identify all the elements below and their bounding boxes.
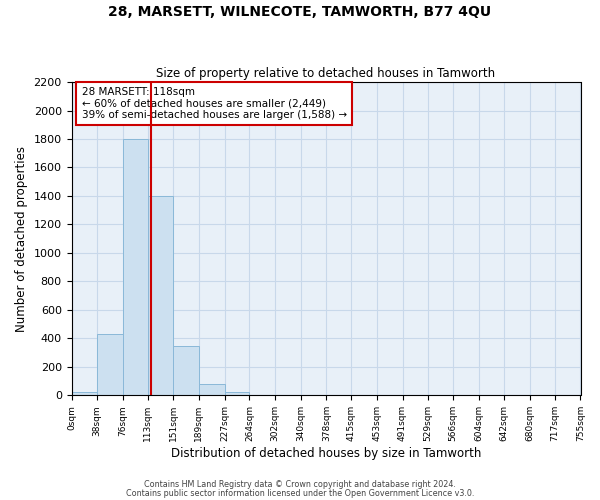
Bar: [97, 334, 123, 396]
Bar: [123, 139, 148, 396]
Bar: [173, 346, 199, 396]
Text: 28, MARSETT, WILNECOTE, TAMWORTH, B77 4QU: 28, MARSETT, WILNECOTE, TAMWORTH, B77 4Q…: [109, 5, 491, 19]
Text: Contains HM Land Registry data © Crown copyright and database right 2024.: Contains HM Land Registry data © Crown c…: [144, 480, 456, 489]
Title: Size of property relative to detached houses in Tamworth: Size of property relative to detached ho…: [157, 66, 496, 80]
Bar: [199, 384, 224, 396]
Bar: [224, 392, 250, 396]
Text: 28 MARSETT: 118sqm
← 60% of detached houses are smaller (2,449)
39% of semi-deta: 28 MARSETT: 118sqm ← 60% of detached hou…: [82, 87, 347, 120]
X-axis label: Distribution of detached houses by size in Tamworth: Distribution of detached houses by size …: [171, 447, 481, 460]
Text: Contains public sector information licensed under the Open Government Licence v3: Contains public sector information licen…: [126, 488, 474, 498]
Bar: [148, 196, 173, 396]
Bar: [250, 394, 275, 396]
Bar: [71, 392, 97, 396]
Y-axis label: Number of detached properties: Number of detached properties: [15, 146, 28, 332]
